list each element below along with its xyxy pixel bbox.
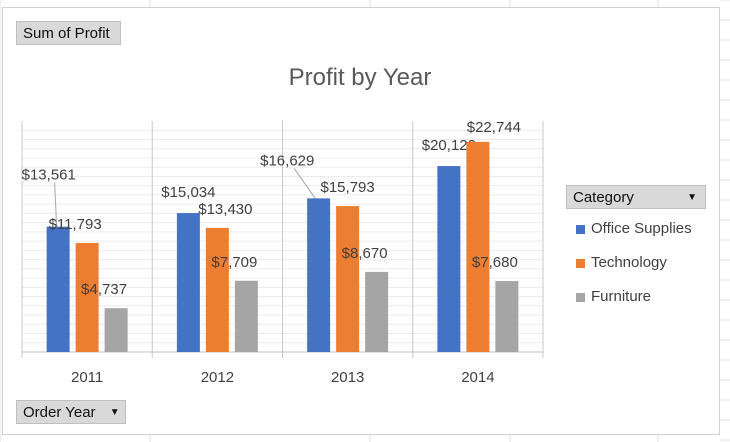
legend-item-office-supplies[interactable]: Office Supplies [576,220,692,237]
chevron-down-icon: ▼ [687,192,697,203]
data-label-furniture-2012: $7,709 [211,254,257,271]
legend-field-button[interactable]: Category ▼ [566,185,706,209]
legend-item-technology[interactable]: Technology [576,254,667,271]
bar-office-supplies-2011[interactable] [46,226,70,352]
bar-technology-2012[interactable] [205,227,229,352]
x-tick-label-2013: 2013 [331,369,364,386]
legend-swatch [576,292,585,302]
legend-swatch [576,258,585,268]
chevron-down-icon: ▼ [109,407,120,419]
x-tick-label-2011: 2011 [71,369,103,386]
data-label-technology-2012: $13,430 [198,201,252,218]
bar-furniture-2014[interactable] [495,281,519,352]
bar-technology-2011[interactable] [75,243,99,352]
bar-technology-2014[interactable] [466,141,490,352]
data-label-leader-line [54,182,58,227]
bar-furniture-2013[interactable] [365,271,389,352]
legend-label: Office Supplies [591,220,692,237]
legend-label: Technology [591,254,667,271]
data-label-office-supplies-2011: $13,561 [22,167,76,184]
bar-furniture-2011[interactable] [104,308,128,352]
bar-office-supplies-2013[interactable] [307,198,331,352]
legend-label: Furniture [591,288,652,305]
bar-office-supplies-2014[interactable] [437,166,461,352]
legend-item-furniture[interactable]: Furniture [576,288,651,305]
data-label-furniture-2014: $7,680 [472,254,518,271]
axis-field-label: Order Year [23,404,96,421]
bar-office-supplies-2012[interactable] [176,213,200,352]
x-tick-label-2014: 2014 [461,369,494,386]
value-field-label: Sum of Profit [23,25,110,42]
data-label-furniture-2013: $8,670 [342,245,388,262]
data-label-office-supplies-2014: $20,122 [422,137,476,154]
axis-field-button[interactable]: Order Year ▼ [16,400,126,424]
data-label-office-supplies-2013: $16,629 [260,152,314,169]
bar-technology-2013[interactable] [336,206,360,352]
chart-title: Profit by Year [288,64,432,91]
legend-field-label: Category [573,189,634,206]
value-field-button[interactable]: Sum of Profit [16,21,121,45]
data-label-office-supplies-2012: $15,034 [161,184,215,201]
data-label-technology-2011: $11,793 [49,216,102,233]
data-label-furniture-2011: $4,737 [81,281,127,298]
data-label-leader-line [293,168,316,199]
pivot-chart-area[interactable] [2,7,720,435]
data-label-technology-2013: $15,793 [321,179,375,196]
legend-swatch [576,224,585,234]
data-label-technology-2014: $22,744 [467,119,521,136]
x-tick-label-2012: 2012 [201,369,234,386]
bar-furniture-2012[interactable] [234,280,258,352]
